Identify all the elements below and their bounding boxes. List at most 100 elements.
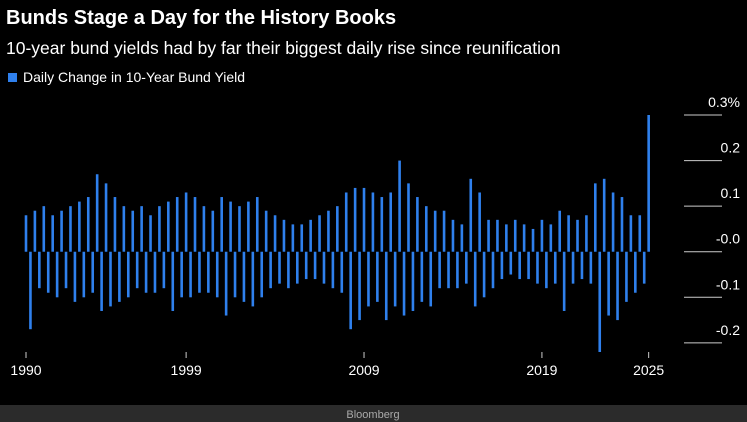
bar	[171, 251, 175, 311]
bar	[349, 251, 352, 330]
bar	[269, 251, 272, 289]
bar	[558, 210, 562, 252]
bar	[451, 219, 455, 252]
bar	[331, 251, 335, 289]
bar	[327, 210, 330, 252]
bar	[522, 224, 526, 252]
bar	[153, 251, 157, 293]
bar	[473, 251, 477, 307]
legend-swatch	[8, 73, 17, 82]
bar	[313, 251, 317, 280]
bar	[491, 251, 495, 289]
bar	[376, 251, 379, 302]
bar	[158, 206, 161, 252]
bar	[487, 219, 490, 252]
bar	[567, 215, 570, 252]
bar	[202, 206, 206, 252]
bar	[300, 224, 304, 252]
bar	[55, 251, 59, 298]
bar	[531, 228, 535, 252]
bar	[344, 192, 348, 252]
bar	[384, 251, 388, 321]
bar	[598, 251, 602, 352]
bar	[416, 197, 419, 252]
bar	[198, 251, 201, 293]
bar	[100, 251, 103, 311]
x-tick-label: 2025	[633, 362, 664, 378]
bar	[180, 251, 183, 298]
bar	[322, 251, 326, 284]
bar	[407, 183, 410, 252]
bar	[91, 251, 95, 293]
bar	[251, 251, 255, 307]
bar	[469, 178, 473, 252]
bar	[424, 206, 428, 252]
bar	[611, 192, 615, 252]
x-tick-label: 1990	[10, 362, 41, 378]
bar	[340, 251, 344, 293]
bar	[638, 215, 642, 252]
bar	[562, 251, 566, 311]
y-tick-label: 0.2	[721, 140, 741, 156]
bar	[545, 251, 548, 289]
bar	[86, 197, 90, 252]
bar	[593, 183, 597, 252]
bar	[131, 210, 135, 252]
bar	[29, 251, 32, 330]
bar	[220, 197, 223, 252]
y-tick-label: 0.3%	[708, 94, 740, 110]
bar	[576, 219, 579, 252]
source: Bloomberg	[346, 409, 399, 421]
bar	[647, 115, 650, 252]
bar	[211, 210, 215, 252]
bar	[135, 251, 139, 289]
x-tick-label: 1999	[171, 362, 202, 378]
bar	[642, 251, 646, 284]
bar	[224, 251, 228, 316]
bar	[585, 215, 588, 252]
bar	[553, 251, 557, 284]
bar	[496, 219, 499, 252]
bar	[247, 201, 250, 252]
bar	[549, 224, 553, 252]
bar	[429, 251, 433, 307]
bar	[229, 201, 232, 252]
y-tick-label: -0.1	[716, 276, 740, 292]
x-tick-label: 2009	[348, 362, 379, 378]
bar	[362, 187, 366, 252]
bar	[371, 192, 375, 252]
chart-subtitle: 10-year bund yields had by far their big…	[6, 38, 560, 58]
bar	[536, 251, 539, 284]
bar	[607, 251, 610, 316]
bar	[438, 251, 441, 289]
bar	[513, 219, 517, 252]
bar	[255, 197, 259, 252]
bar	[478, 192, 481, 252]
bar	[527, 251, 530, 280]
bar	[207, 251, 210, 293]
bar	[420, 251, 424, 302]
bar	[509, 251, 513, 275]
y-tick-label: -0.0	[716, 231, 740, 247]
bar	[367, 251, 370, 307]
bar	[456, 251, 459, 289]
bar	[589, 251, 593, 284]
bar	[602, 178, 606, 252]
bar	[162, 251, 166, 289]
bar	[304, 251, 308, 280]
bar	[64, 251, 68, 289]
bar	[78, 201, 81, 252]
bar	[278, 251, 281, 284]
bar	[193, 197, 197, 252]
bar	[500, 251, 504, 280]
bar	[238, 206, 241, 252]
bar	[95, 174, 99, 252]
chart-title: Bunds Stage a Day for the History Books	[6, 7, 396, 29]
bar	[447, 251, 450, 289]
bar	[291, 224, 295, 252]
bar	[309, 219, 312, 252]
bar	[233, 251, 237, 298]
bar	[126, 251, 130, 298]
bar	[144, 251, 148, 293]
